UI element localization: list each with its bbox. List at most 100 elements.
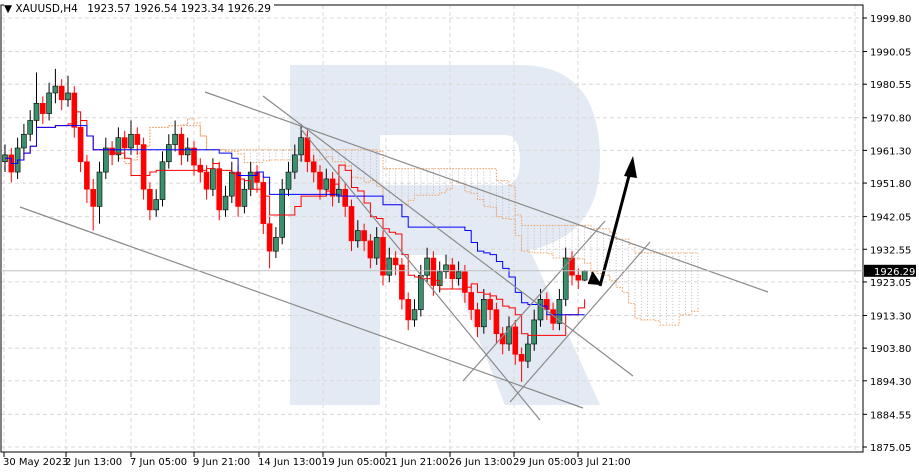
candle-bear	[380, 230, 386, 286]
candle-bull	[172, 120, 178, 152]
y-tick-label: 1923.05	[870, 278, 911, 289]
symbol-label: XAUUSD,H4	[15, 3, 78, 15]
candle-bull	[354, 220, 361, 248]
candle-bull	[222, 185, 229, 217]
candle-bull	[65, 75, 71, 107]
y-tick-label: 1894.30	[870, 377, 911, 388]
candle-bear	[518, 347, 525, 382]
candle-bear	[575, 268, 582, 289]
current-price-label: 1926.29	[874, 267, 915, 278]
candle-bear	[266, 216, 273, 269]
candle-bull	[525, 333, 531, 369]
trend-line-upper[interactable]	[204, 91, 769, 293]
rising-channel-lower[interactable]	[462, 220, 606, 382]
candle-bear	[39, 96, 46, 124]
candle-bull	[562, 247, 569, 307]
candle-bull	[506, 316, 512, 351]
x-tick-label: 14 Jun 13:00	[258, 457, 322, 468]
candle-bear	[191, 141, 197, 176]
candle-bear	[474, 302, 481, 338]
candle-bull	[33, 72, 40, 128]
x-tick-label: 2 Jun 13:00	[65, 457, 122, 468]
candle-bear	[550, 302, 556, 331]
price-axis[interactable]: 1999.80 1990.05 1980.55 1970.80 1961.30 1951.…	[863, 14, 911, 454]
candle-bull	[411, 299, 418, 327]
y-tick-label: 1884.55	[870, 410, 911, 421]
trend-lines[interactable]	[19, 91, 769, 421]
senkou-span-a	[118, 118, 699, 326]
candle-bull	[115, 127, 122, 162]
candle-bear	[84, 154, 90, 204]
y-tick-label: 1932.55	[870, 245, 911, 256]
candle-bull	[159, 151, 166, 207]
y-tick-label: 1999.80	[870, 14, 911, 25]
candle-bear	[405, 292, 412, 331]
candle-bull	[229, 161, 235, 204]
candle-bull	[241, 178, 248, 214]
candle-bear	[310, 154, 317, 183]
y-tick-label: 1875.05	[870, 443, 911, 454]
x-tick-label: 7 Jun 05:00	[130, 457, 187, 468]
candle-bull	[279, 178, 286, 245]
candle-bull	[386, 247, 393, 283]
x-tick-label: 19 Jun 05:00	[322, 457, 386, 468]
candle-bull	[21, 123, 27, 155]
candle-bull	[424, 247, 430, 283]
candle-bear	[147, 182, 153, 221]
x-tick-label: 9 Jun 21:00	[193, 457, 250, 468]
candle-bear	[468, 285, 475, 320]
candle-bull	[480, 288, 487, 334]
dropdown-icon[interactable]: ▼	[4, 3, 13, 15]
candle-bull	[153, 189, 159, 217]
candle-bear	[8, 147, 15, 183]
candle-bull	[46, 82, 52, 121]
kijun-sen-line	[5, 125, 585, 316]
candle-bear	[317, 165, 323, 200]
candle-bear	[77, 120, 84, 173]
trend-line-steep-1[interactable]	[262, 95, 634, 377]
candle-bear	[430, 251, 437, 296]
candle-bull	[581, 269, 588, 281]
candle-bear	[348, 199, 355, 252]
y-tick-label: 1980.55	[870, 80, 911, 91]
y-tick-label: 1942.05	[870, 213, 911, 224]
candle-bear	[260, 175, 267, 234]
candle-bull	[103, 137, 109, 179]
candle-bear	[342, 182, 349, 217]
candle-bear	[178, 127, 185, 166]
candle-bull	[531, 309, 538, 351]
candle-bull	[291, 144, 298, 179]
ichimoku-cloud	[118, 118, 699, 326]
y-tick-label: 1970.80	[870, 114, 911, 125]
y-tick-label: 1961.30	[870, 146, 911, 157]
candle-bear	[512, 319, 519, 365]
candle-bull	[128, 120, 134, 155]
x-tick-label: 26 Jun 13:00	[449, 457, 513, 468]
candle-bull	[27, 110, 34, 142]
x-tick-label: 3 Jul 21:00	[577, 457, 631, 468]
trend-line-steep-2[interactable]	[299, 127, 541, 421]
candle-bear	[90, 178, 96, 231]
forecast-arrow[interactable]	[587, 156, 637, 287]
y-tick-label: 1951.80	[870, 179, 911, 190]
x-tick-label: 21 Jun 21:00	[385, 457, 449, 468]
x-tick-label: 30 May 2023	[3, 457, 68, 468]
candle-bear	[203, 165, 210, 200]
candle-bear	[367, 233, 374, 269]
candle-bull	[52, 68, 59, 104]
current-price-marker: 1926.29	[1, 264, 916, 278]
y-tick-label: 1913.30	[870, 311, 911, 322]
candle-bear	[493, 302, 500, 345]
rising-channel-upper[interactable]	[509, 241, 651, 403]
candle-bull	[166, 134, 172, 169]
candle-bull	[247, 161, 254, 197]
candle-bull	[537, 288, 544, 327]
indicator-lines	[5, 111, 586, 336]
ohlc-label: 1923.57 1926.54 1923.34 1926.29	[87, 3, 271, 15]
candle-bull	[273, 227, 279, 259]
trend-line-lower[interactable]	[19, 206, 584, 409]
candle-bull	[556, 288, 563, 331]
